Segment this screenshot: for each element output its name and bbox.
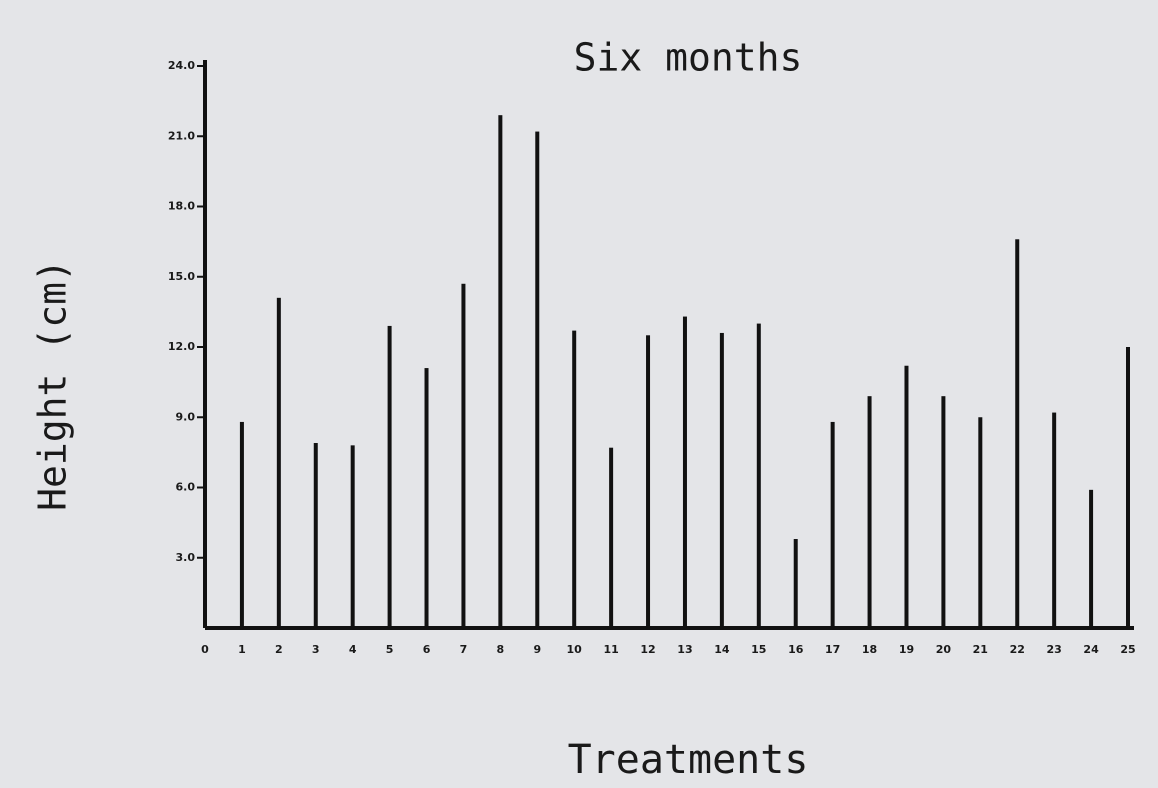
x-tick-label: 15	[751, 643, 766, 656]
x-tick-label: 13	[677, 643, 692, 656]
y-tick-label: 3.0	[176, 551, 196, 564]
x-tick-label: 20	[936, 643, 952, 656]
bar	[239, 421, 244, 628]
x-tick-label: 9	[533, 643, 541, 656]
bar	[1052, 412, 1057, 628]
y-axis-label: Height (cm)	[31, 259, 75, 511]
x-tick-label: 21	[973, 643, 988, 656]
x-tick-label: 16	[788, 643, 804, 656]
y-tick-label: 18.0	[168, 200, 195, 213]
x-tick-label: 1	[238, 643, 246, 656]
bar	[609, 447, 614, 628]
bar	[1015, 239, 1020, 629]
bar	[424, 368, 429, 628]
x-tick-label: 8	[497, 643, 505, 656]
bar	[941, 396, 946, 628]
bar	[387, 325, 392, 628]
bar	[498, 115, 503, 629]
bar	[793, 539, 798, 628]
x-tick-label: 17	[825, 643, 840, 656]
y-tick-label: 6.0	[176, 481, 196, 494]
x-tick-label: 4	[349, 643, 357, 656]
x-tick-label: 6	[423, 643, 431, 656]
bar	[350, 445, 355, 628]
x-tick-label: 25	[1120, 643, 1135, 656]
bar	[756, 323, 761, 628]
x-axis-label: Treatments	[568, 737, 809, 783]
bar	[535, 131, 540, 629]
y-tick-label: 15.0	[168, 270, 195, 283]
x-tick-label: 19	[899, 643, 914, 656]
bar	[1126, 347, 1130, 628]
y-tick-label: 24.0	[168, 59, 195, 72]
x-tick-label: 18	[862, 643, 877, 656]
x-tick-label: 3	[312, 643, 320, 656]
chart-title: Six months	[574, 36, 803, 80]
y-tick-label: 9.0	[176, 410, 196, 423]
x-tick-label: 5	[386, 643, 394, 656]
bar	[978, 417, 983, 628]
bar	[461, 283, 466, 628]
bar	[719, 332, 724, 628]
x-tick-label: 23	[1047, 643, 1062, 656]
bar	[830, 421, 835, 628]
x-tick-label: 11	[603, 643, 618, 656]
x-tick-label: 22	[1010, 643, 1025, 656]
bar	[682, 316, 687, 628]
x-tick-label: 24	[1083, 643, 1099, 656]
x-tick-label: 7	[460, 643, 468, 656]
bar	[646, 335, 651, 628]
bar	[276, 297, 281, 628]
bar	[313, 443, 318, 628]
y-tick-label: 21.0	[168, 129, 195, 142]
x-tick-label: 10	[567, 643, 583, 656]
x-tick-label: 12	[640, 643, 655, 656]
bar	[867, 396, 872, 628]
x-tick-label: 2	[275, 643, 283, 656]
x-tick-label: 14	[714, 643, 730, 656]
bar	[572, 330, 577, 628]
x-tick-label: 0	[201, 643, 209, 656]
bar	[904, 365, 909, 628]
bar	[1089, 489, 1094, 628]
y-tick-label: 12.0	[168, 340, 195, 353]
